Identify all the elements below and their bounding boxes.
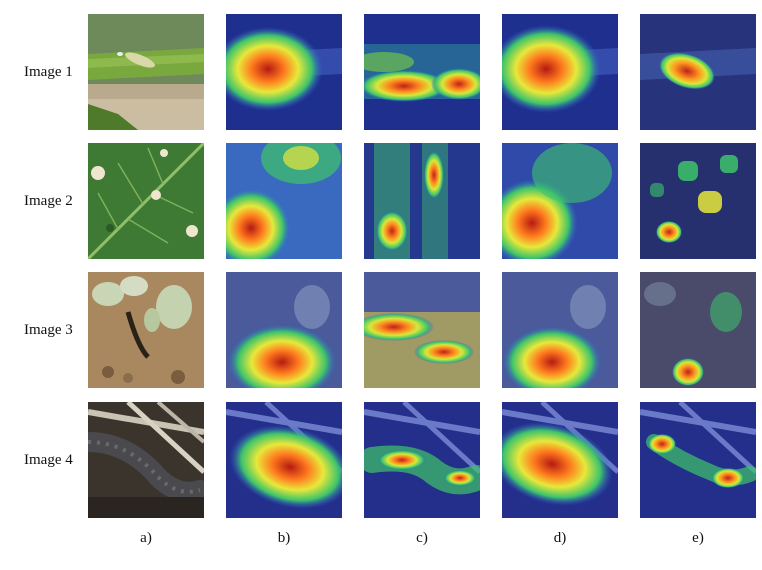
heatmap-b-image-3 bbox=[226, 272, 342, 388]
row-label-image-3: Image 3 bbox=[24, 322, 73, 338]
col-label-a: a) bbox=[140, 530, 152, 546]
heatmap-b-image-4 bbox=[226, 402, 342, 518]
heatmap-c-image-2 bbox=[364, 143, 480, 259]
row-label-image-4: Image 4 bbox=[24, 452, 73, 468]
row-label-image-2: Image 2 bbox=[24, 193, 73, 209]
heatmap-b-image-1 bbox=[226, 14, 342, 130]
heatmap-e-image-2 bbox=[640, 143, 756, 259]
heatmap-d-image-2 bbox=[502, 143, 618, 259]
heatmap-c-image-4 bbox=[364, 402, 480, 518]
col-label-c: c) bbox=[416, 530, 428, 546]
heatmap-d-image-4 bbox=[502, 402, 618, 518]
heatmap-b-image-2 bbox=[226, 143, 342, 259]
photo-image-1 bbox=[88, 14, 204, 130]
heatmap-e-image-1 bbox=[640, 14, 756, 130]
heatmap-c-image-3 bbox=[364, 272, 480, 388]
row-label-image-1: Image 1 bbox=[24, 64, 73, 80]
heatmap-d-image-1 bbox=[502, 14, 618, 130]
photo-image-3 bbox=[88, 272, 204, 388]
col-label-e: e) bbox=[692, 530, 704, 546]
col-label-d: d) bbox=[553, 530, 567, 546]
photo-image-4 bbox=[88, 402, 204, 518]
col-label-b: b) bbox=[277, 530, 291, 546]
heatmap-c-image-1 bbox=[364, 14, 480, 130]
heatmap-d-image-3 bbox=[502, 272, 618, 388]
heatmap-e-image-4 bbox=[640, 402, 756, 518]
heatmap-e-image-3 bbox=[640, 272, 756, 388]
photo-image-2 bbox=[88, 143, 204, 259]
